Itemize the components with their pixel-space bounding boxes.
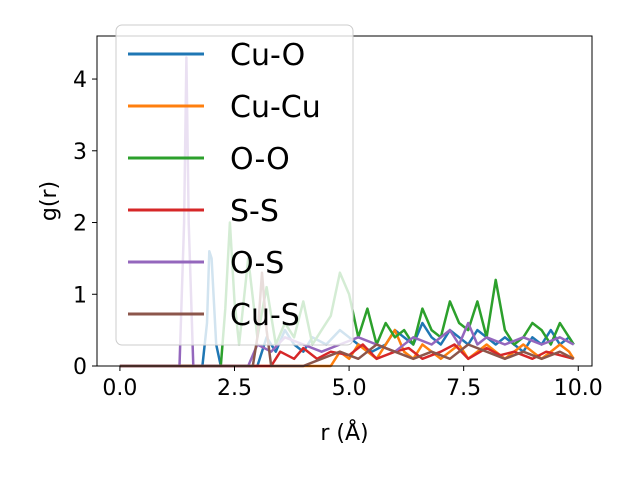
y-tick-label: 2	[73, 212, 87, 237]
y-tick-label: 1	[73, 283, 87, 308]
x-tick-label: 7.5	[446, 376, 481, 401]
series-line-cu-cu	[119, 328, 575, 368]
legend-label-o-s: O-S	[230, 246, 284, 281]
y-axis-label: g(r)	[37, 181, 62, 221]
x-axis: 0.0 2.5 5.0 7.5 10.0	[102, 366, 603, 401]
legend-label-o-o: O-O	[230, 142, 290, 177]
legend-label-s-s: S-S	[230, 194, 279, 229]
x-tick-label: 10.0	[554, 376, 603, 401]
x-tick-label: 5.0	[332, 376, 367, 401]
y-tick-label: 3	[73, 140, 87, 165]
legend-label-cu-cu: Cu-Cu	[230, 90, 321, 125]
y-tick-label: 4	[73, 68, 87, 93]
legend: Cu-O Cu-Cu O-O S-S O-S Cu-S	[115, 24, 354, 346]
y-tick-label: 0	[73, 355, 87, 380]
x-tick-label: 2.5	[217, 376, 252, 401]
x-axis-label: r (Å)	[320, 419, 368, 446]
legend-label-cu-o: Cu-O	[230, 38, 305, 73]
y-axis: 0 1 2 3 4	[73, 68, 97, 380]
legend-label-cu-s: Cu-S	[230, 298, 300, 333]
legend-box	[115, 24, 354, 346]
x-tick-label: 0.0	[102, 376, 137, 401]
